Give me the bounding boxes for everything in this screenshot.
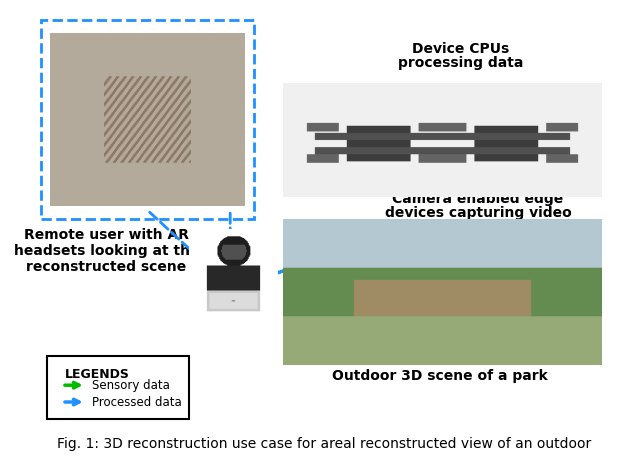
Text: Remote user with AR
headsets looking at the
reconstructed scene: Remote user with AR headsets looking at … — [13, 228, 199, 274]
Text: Device CPUs: Device CPUs — [412, 42, 509, 56]
Text: Camera enabled edge: Camera enabled edge — [392, 192, 564, 206]
Text: Sensory data: Sensory data — [92, 379, 170, 392]
Text: processing data: processing data — [397, 56, 523, 70]
FancyBboxPatch shape — [47, 356, 189, 419]
Text: devices capturing video: devices capturing video — [385, 206, 572, 220]
Text: Fig. 1: 3D reconstruction use case for areal reconstructed view of an outdoor: Fig. 1: 3D reconstruction use case for a… — [58, 437, 592, 451]
Text: Processed data: Processed data — [92, 395, 181, 409]
Text: Outdoor 3D scene of a park: Outdoor 3D scene of a park — [332, 369, 547, 383]
Text: LEGENDS: LEGENDS — [65, 368, 130, 382]
